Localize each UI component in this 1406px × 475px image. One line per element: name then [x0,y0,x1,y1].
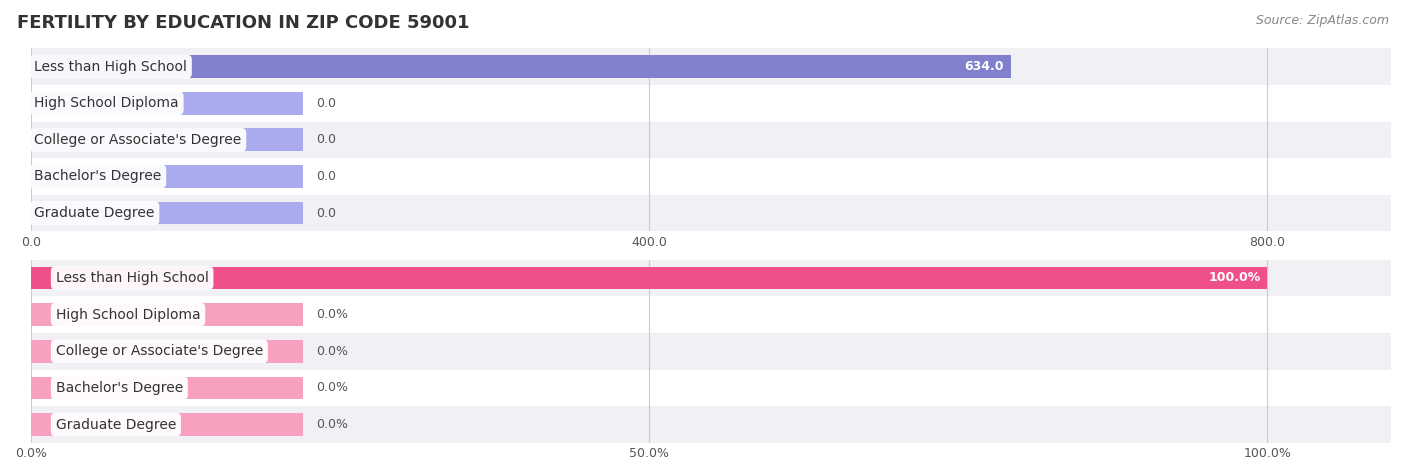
Bar [31,122,1391,158]
Text: Less than High School: Less than High School [56,271,208,285]
Text: High School Diploma: High School Diploma [34,96,179,110]
Text: Source: ZipAtlas.com: Source: ZipAtlas.com [1256,14,1389,27]
Bar [31,266,1267,289]
Bar [31,340,304,362]
Bar [31,413,304,436]
Bar [31,165,304,188]
Bar [31,202,304,225]
Text: 0.0%: 0.0% [316,308,349,321]
Text: 0.0: 0.0 [316,133,336,146]
Bar [31,92,304,114]
Text: College or Associate's Degree: College or Associate's Degree [56,344,263,358]
Bar [31,195,1391,231]
Text: 0.0%: 0.0% [316,381,349,394]
Text: 0.0%: 0.0% [316,418,349,431]
Text: 0.0: 0.0 [316,207,336,219]
Text: Bachelor's Degree: Bachelor's Degree [34,170,162,183]
Text: Bachelor's Degree: Bachelor's Degree [56,381,183,395]
Bar [31,260,1391,296]
Bar [31,303,304,326]
Text: 0.0: 0.0 [316,170,336,183]
Bar [31,333,1391,370]
Text: 100.0%: 100.0% [1208,272,1261,285]
Text: College or Associate's Degree: College or Associate's Degree [34,133,242,147]
Bar [31,55,1011,78]
Text: Graduate Degree: Graduate Degree [56,418,176,431]
Bar [31,48,1391,85]
Text: Graduate Degree: Graduate Degree [34,206,155,220]
Bar [31,128,304,151]
Bar [31,85,1391,122]
Text: 634.0: 634.0 [965,60,1004,73]
Text: High School Diploma: High School Diploma [56,308,200,322]
Text: FERTILITY BY EDUCATION IN ZIP CODE 59001: FERTILITY BY EDUCATION IN ZIP CODE 59001 [17,14,470,32]
Text: 0.0: 0.0 [316,97,336,110]
Bar [31,406,1391,443]
Bar [31,370,1391,406]
Bar [31,377,304,399]
Bar [31,296,1391,333]
Text: Less than High School: Less than High School [34,59,187,74]
Bar [31,158,1391,195]
Text: 0.0%: 0.0% [316,345,349,358]
